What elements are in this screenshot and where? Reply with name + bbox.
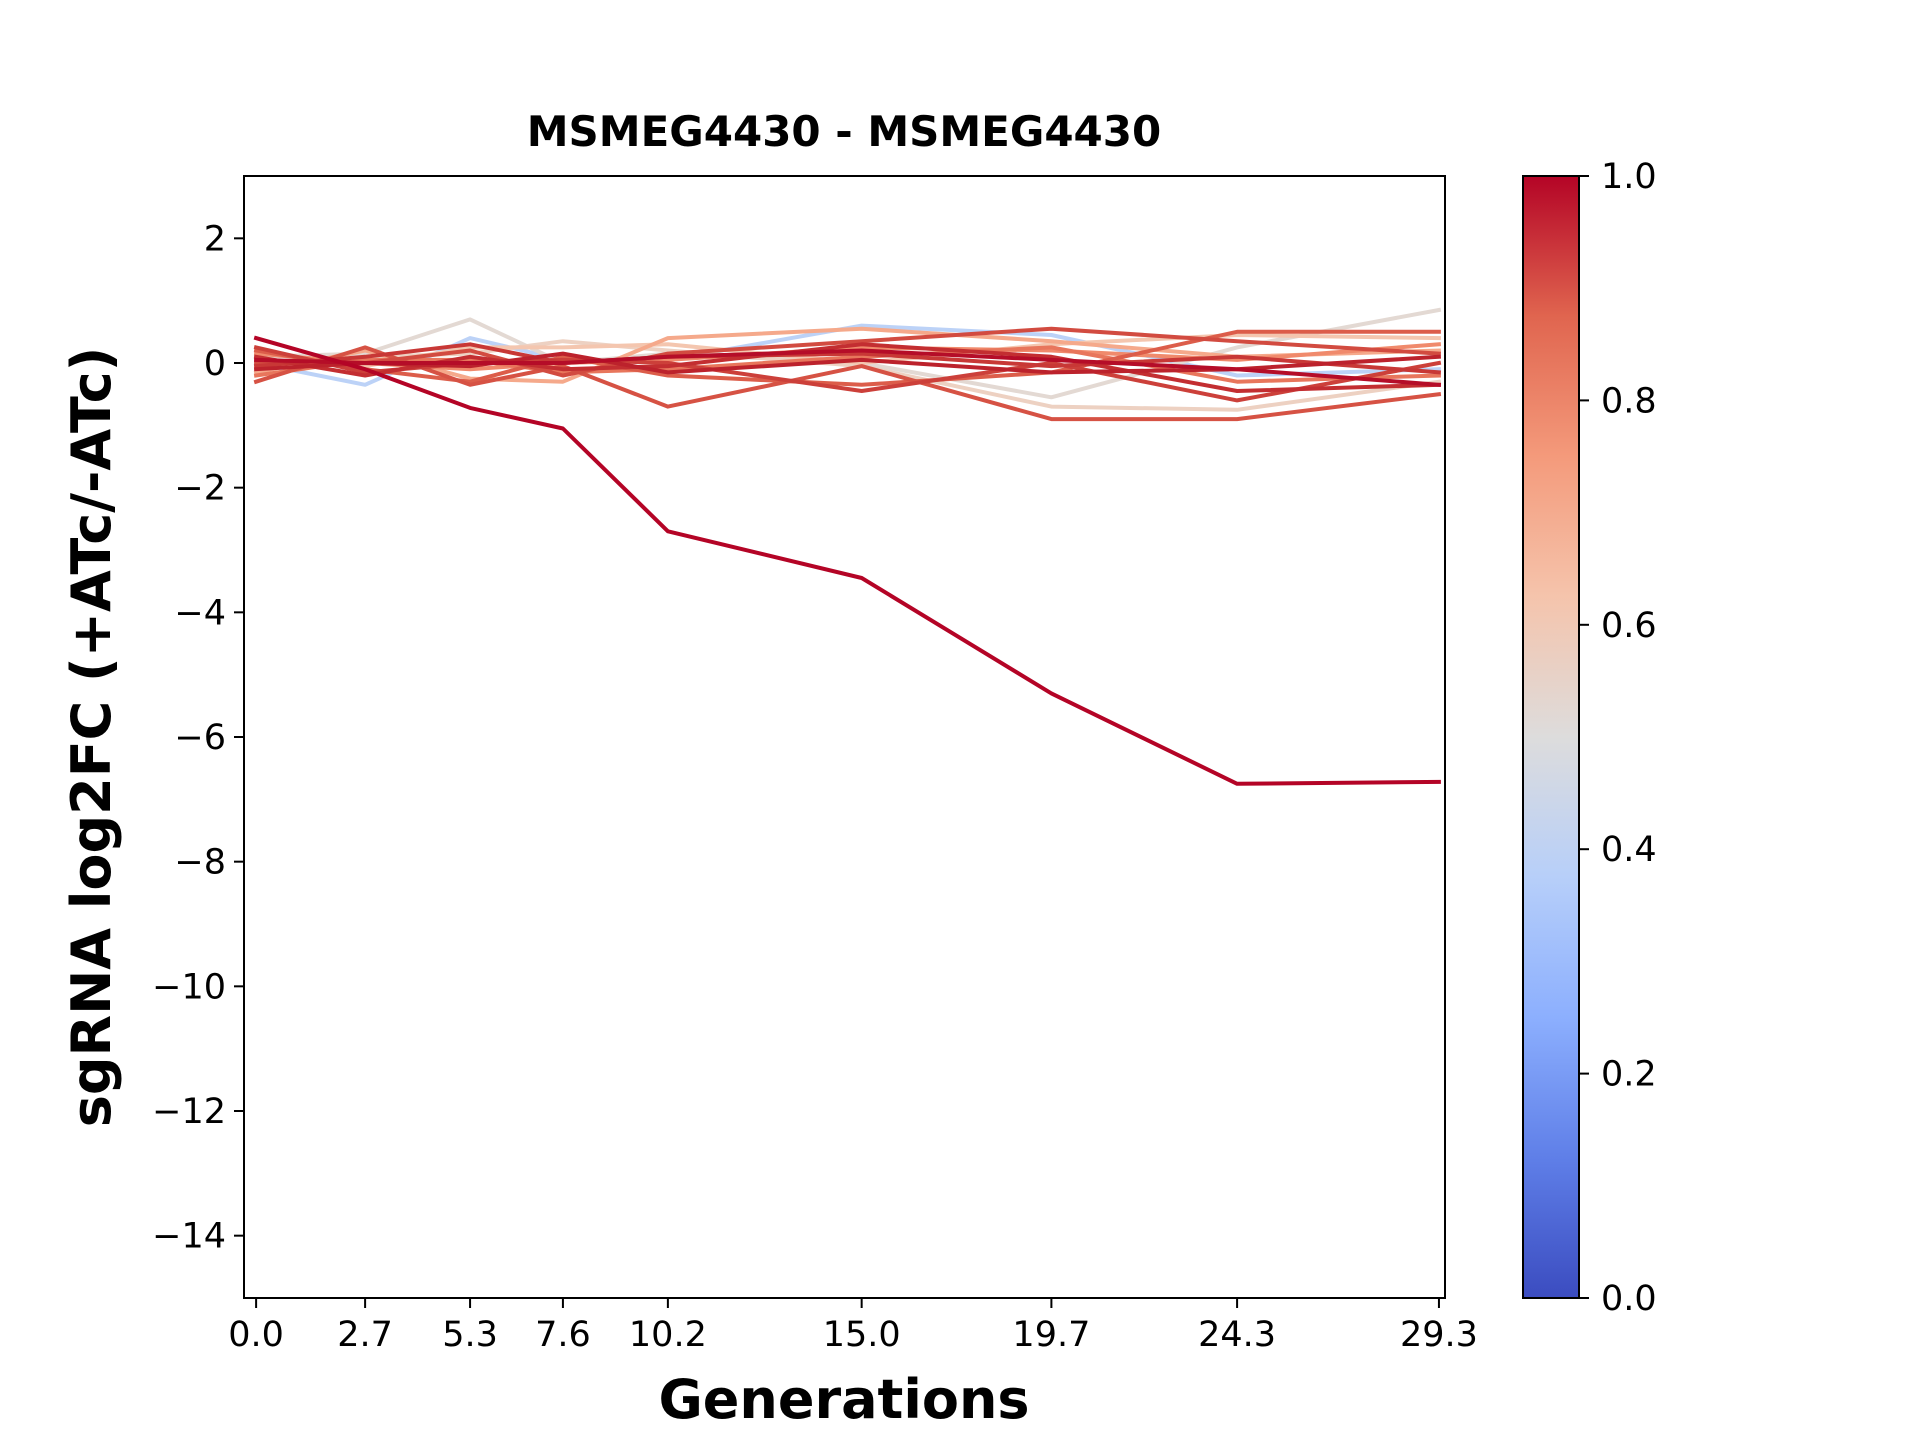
x-tick-label-5: 15.0: [823, 1315, 901, 1355]
x-tick-label-3: 7.6: [535, 1315, 591, 1355]
series-line-9: [254, 326, 1442, 378]
colorbar-tick-label-2: 0.4: [1601, 830, 1657, 870]
y-axis: 2 0 −2 −4 −6 −8 −10 −12 −14: [152, 219, 244, 1257]
x-tick-label-1: 2.7: [337, 1315, 393, 1355]
y-tick-label-7: −12: [152, 1092, 226, 1132]
y-axis-label: sgRNA log2FC (+ATc/-ATc): [60, 347, 123, 1128]
x-axis-label: Generations: [658, 1368, 1029, 1431]
colorbar-tick-label-0: 0.0: [1601, 1279, 1657, 1319]
x-tick-label-0: 0.0: [228, 1315, 284, 1355]
series-line-12: [253, 342, 1441, 393]
series-line-14: [254, 348, 1442, 387]
colorbar-tick-label-5: 1.0: [1601, 157, 1657, 197]
y-tick-label-6: −10: [152, 967, 226, 1007]
series-line-15: [253, 335, 1441, 786]
x-tick-label-8: 29.3: [1400, 1315, 1478, 1355]
y-tick-label-4: −6: [174, 718, 226, 758]
chart-title: MSMEG4430 - MSMEG4430: [527, 107, 1161, 156]
y-tick-label-3: −4: [174, 593, 226, 633]
colorbar: [1522, 175, 1580, 1299]
x-tick-label-6: 19.7: [1012, 1315, 1090, 1355]
series-line-7: [253, 329, 1441, 387]
x-tick-label-7: 24.3: [1198, 1315, 1276, 1355]
y-tick-label-1: 0: [204, 344, 226, 384]
series-line-2: [253, 339, 1442, 412]
series-layer: [253, 307, 1442, 786]
colorbar-tick-label-3: 0.6: [1601, 606, 1657, 646]
x-tick-label-4: 10.2: [629, 1315, 707, 1355]
y-tick-label-2: −2: [174, 469, 226, 509]
colorbar-tick-label-4: 0.8: [1601, 381, 1657, 421]
y-tick-label-5: −8: [174, 843, 226, 883]
colorbar-tick-label-1: 0.2: [1601, 1055, 1657, 1095]
colorbar-axis: 0.0 0.2 0.4 0.6 0.8 1.0: [1579, 157, 1657, 1319]
x-tick-label-2: 5.3: [442, 1315, 498, 1355]
x-axis: 0.0 2.7 5.3 7.6 10.2 15.0 19.7 24.3 29.3: [228, 1298, 1478, 1355]
y-tick-label-0: 2: [204, 219, 226, 259]
y-tick-label-8: −14: [152, 1217, 226, 1257]
